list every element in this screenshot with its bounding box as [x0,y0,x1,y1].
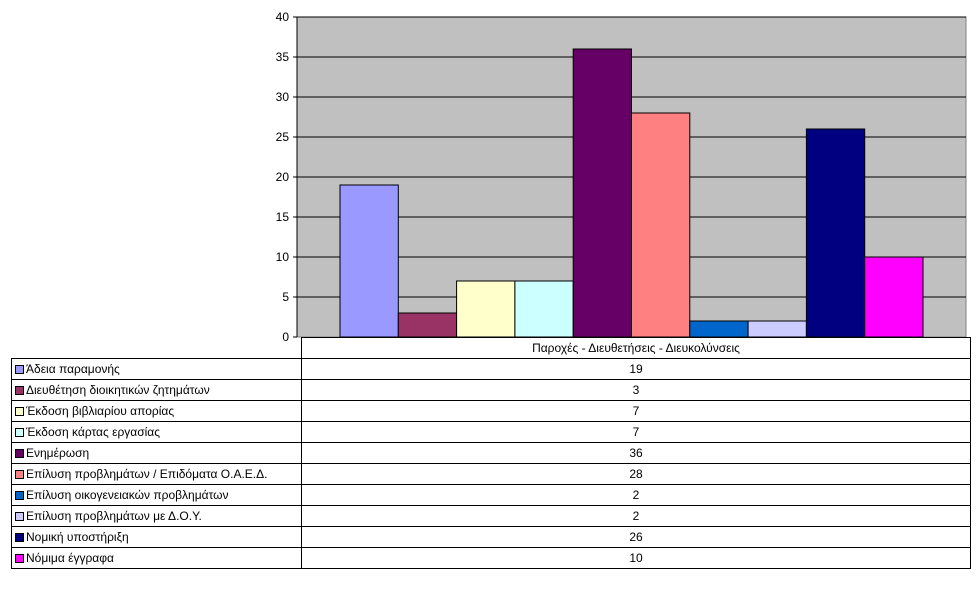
bar [397,312,458,338]
data-table: Παροχές - Διευθετήσεις - Διευκολύνσεις Ά… [11,337,971,569]
y-tick-label: 10 [276,250,290,264]
table-row: Άδεια παραμονής 19 [11,358,971,380]
table-row: Επίλυση οικογενειακών προβλημάτων 2 [11,484,971,506]
data-value: 28 [301,463,971,485]
bar [456,280,516,338]
table-row: Νομική υποστήριξη 26 [11,526,971,548]
legend-swatch-icon [15,554,24,563]
series-name: Επίλυση οικογενειακών προβλημάτων [26,488,229,502]
series-name: Διευθέτηση διοικητικών ζητημάτων [26,383,210,397]
bar [631,112,691,338]
data-value: 7 [301,421,971,443]
data-value: 2 [301,505,971,527]
legend-swatch-icon [15,512,24,521]
legend-cell: Έκδοση κάρτας εργασίας [11,421,302,443]
y-tick-label: 20 [276,170,290,184]
bar [747,320,807,338]
table-row: Επίλυση προβλημάτων / Επιδόματα Ο.Α.Ε.Δ.… [11,463,971,485]
table-row: Νόμιμα έγγραφα 10 [11,547,971,569]
legend-cell: Επίλυση προβλημάτων / Επιδόματα Ο.Α.Ε.Δ. [11,463,302,485]
legend-swatch-icon [15,386,24,395]
y-tick-label: 35 [276,50,290,64]
y-tick-label: 15 [276,210,290,224]
data-value: 10 [301,547,971,569]
table-row: Επίλυση προβλημάτων με Δ.Ο.Υ. 2 [11,505,971,527]
y-tick-label: 0 [282,330,289,344]
bar [805,128,866,338]
data-value: 36 [301,442,971,464]
legend-cell: Ενημέρωση [11,442,302,464]
data-value: 7 [301,400,971,422]
bar [514,280,574,338]
y-tick-label: 5 [282,290,289,304]
series-name: Ενημέρωση [26,446,90,460]
legend-swatch-icon [15,491,24,500]
legend-swatch-icon [15,449,24,458]
data-value: 26 [301,526,971,548]
legend-swatch-icon [15,470,24,479]
legend-swatch-icon [15,365,24,374]
y-axis-ticks: 0 5 10 15 20 25 30 35 40 [276,10,297,344]
y-tick-label: 25 [276,130,290,144]
legend-cell: Άδεια παραμονής [11,358,302,380]
series-name: Επίλυση προβλημάτων με Δ.Ο.Υ. [26,509,202,523]
y-tick-label: 30 [276,90,290,104]
series-name: Νομική υποστήριξη [26,530,129,544]
table-row: Έκδοση βιβλιαρίου απορίας 7 [11,400,971,422]
table-body: Άδεια παραμονής 19 Διευθέτηση διοικητικών … [11,358,971,569]
series-name: Έκδοση βιβλιαρίου απορίας [26,404,175,418]
legend-cell: Επίλυση προβλημάτων με Δ.Ο.Υ. [11,505,302,527]
legend-cell: Διευθέτηση διοικητικών ζητημάτων [11,379,302,401]
bars [339,48,924,338]
legend-swatch-icon [15,428,24,437]
legend-cell: Επίλυση οικογενειακών προβλημάτων [11,484,302,506]
bar [864,256,924,338]
series-name: Άδεια παραμονής [26,362,120,376]
bar [689,320,749,338]
data-value: 2 [301,484,971,506]
series-name: Έκδοση κάρτας εργασίας [26,425,161,439]
data-value: 19 [301,358,971,380]
legend-cell: Νόμιμα έγγραφα [11,547,302,569]
table-row: Έκδοση κάρτας εργασίας 7 [11,421,971,443]
category-label: Παροχές - Διευθετήσεις - Διευκολύνσεις [301,337,971,359]
legend-cell: Έκδοση βιβλιαρίου απορίας [11,400,302,422]
legend-cell: Νομική υποστήριξη [11,526,302,548]
bar [339,184,399,338]
y-tick-label: 40 [276,10,290,24]
table-row: Ενημέρωση 36 [11,442,971,464]
legend-swatch-icon [15,533,24,542]
series-name: Επίλυση προβλημάτων / Επιδόματα Ο.Α.Ε.Δ. [26,467,268,481]
bar [572,48,633,338]
category-row: Παροχές - Διευθετήσεις - Διευκολύνσεις [11,337,971,359]
data-value: 3 [301,379,971,401]
legend-swatch-icon [15,407,24,416]
series-name: Νόμιμα έγγραφα [26,551,114,565]
table-corner [11,337,302,359]
table-row: Διευθέτηση διοικητικών ζητημάτων 3 [11,379,971,401]
